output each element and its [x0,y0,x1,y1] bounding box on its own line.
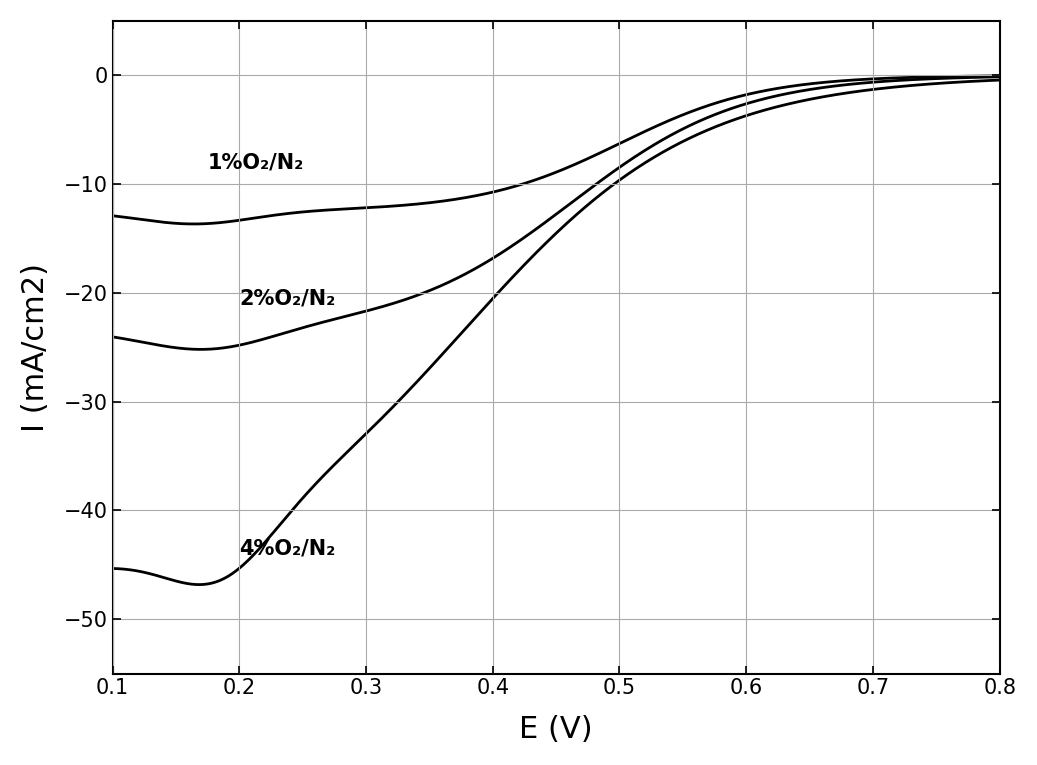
Text: 4%O₂/N₂: 4%O₂/N₂ [240,539,336,558]
X-axis label: E (V): E (V) [520,715,593,744]
Text: 1%O₂/N₂: 1%O₂/N₂ [207,152,304,172]
Y-axis label: I (mA/cm2): I (mA/cm2) [21,262,50,431]
Text: 2%O₂/N₂: 2%O₂/N₂ [240,288,336,308]
